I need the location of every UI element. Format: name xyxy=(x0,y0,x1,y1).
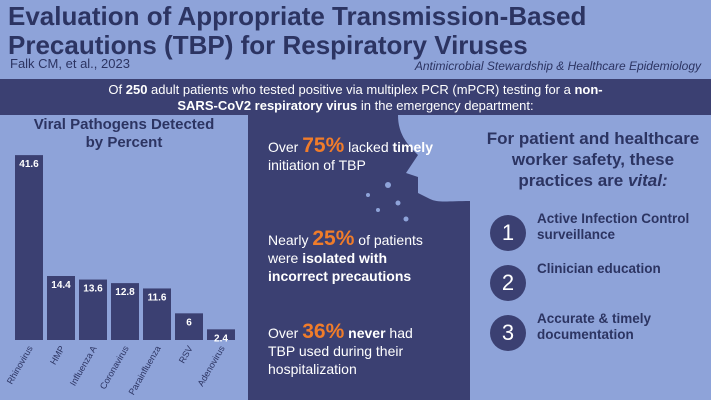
bar xyxy=(143,288,171,340)
stats-panel: Over 75% lacked timely initiation of TBP… xyxy=(248,115,470,400)
text-segment: had TBP used during their hospitalizatio… xyxy=(268,325,413,377)
value-label: 6 xyxy=(186,317,192,328)
x-tick-label: Coronavirus xyxy=(98,344,131,391)
step-number: 2 xyxy=(490,265,526,301)
practices-title: For patient and healthcare worker safety… xyxy=(478,128,708,191)
bar xyxy=(207,329,235,340)
value-label: 12.8 xyxy=(115,287,135,298)
text-segment: 25% xyxy=(312,227,355,250)
text-segment: 36% xyxy=(302,320,345,343)
practice: Accurate & timely documentation xyxy=(537,311,652,342)
step-number: 3 xyxy=(490,315,526,351)
text-segment: Over xyxy=(268,325,303,341)
intro-band xyxy=(0,79,711,115)
head-icon xyxy=(366,115,470,222)
bar xyxy=(47,276,75,340)
text-segment: lacked xyxy=(344,139,393,155)
text-segment: non-SARS-CoV2 respiratory virus xyxy=(177,82,603,113)
text-segment: Of xyxy=(108,82,126,97)
x-tick-label: RSV xyxy=(177,344,195,365)
text-segment: vital: xyxy=(627,171,668,190)
x-tick-label: HMP xyxy=(48,344,67,366)
bar xyxy=(15,155,43,340)
x-tick-label: Rhinovirus xyxy=(5,344,35,386)
text-segment: For patient and healthcare worker safety… xyxy=(486,129,700,190)
text-segment: Nearly xyxy=(268,232,313,248)
value-label: 14.4 xyxy=(51,280,71,291)
value-label: 2.4 xyxy=(214,333,228,344)
bar xyxy=(111,283,139,340)
text-segment: initiation of TBP xyxy=(268,157,366,173)
text-segment: of patients were xyxy=(268,232,423,266)
chart-title: by Percent xyxy=(86,134,163,151)
text-segment: Over xyxy=(268,139,303,155)
step-number: 1 xyxy=(490,215,526,251)
text-segment: in the emergency department: xyxy=(357,98,534,113)
text-segment: 75% xyxy=(302,134,345,157)
x-tick-label: Influenza A xyxy=(68,344,99,388)
value-label: 13.6 xyxy=(83,284,103,295)
bar xyxy=(79,279,107,340)
bar xyxy=(175,313,203,340)
stat: Nearly 25% of patients were isolated wit… xyxy=(268,227,438,285)
x-tick-label: Adenovirus xyxy=(196,344,227,388)
value-label: 11.6 xyxy=(148,292,167,303)
practice: Clinician education xyxy=(537,261,661,276)
chart-title: Viral Pathogens Detected xyxy=(34,116,215,133)
text-segment: never xyxy=(348,325,386,341)
stat: Over 36% never had TBP used during their… xyxy=(268,320,438,378)
bars: 41.6 Rhinovirus 14.4 HMP 13.6 Influenza A 12.8… xyxy=(5,155,235,397)
text-segment: adult patients who tested positive via m… xyxy=(147,82,575,97)
chart: Viral Pathogens Detected by Percent 41.6 R… xyxy=(5,116,235,397)
citation: Falk CM, et al., 2023 xyxy=(10,56,130,71)
intro: Of 250 adult patients who tested positiv… xyxy=(90,82,621,114)
practice: Active Infection Control surveillance xyxy=(537,211,690,242)
title: Evaluation of Appropriate Transmission-B… xyxy=(8,1,587,60)
value-label: 41.6 xyxy=(19,159,39,170)
text-segment: isolated with incorrect precautions xyxy=(268,250,412,284)
chart-title: Viral Pathogens Detected by Percent xyxy=(34,116,215,151)
journal: Antimicrobial Stewardship & Healthcare E… xyxy=(414,59,701,73)
stat: Over 75% lacked timely initiation of TBP xyxy=(268,134,438,174)
text-segment: 250 xyxy=(125,82,148,97)
x-tick-label: Parainfluenza xyxy=(127,344,163,397)
text-segment: timely xyxy=(392,139,433,155)
